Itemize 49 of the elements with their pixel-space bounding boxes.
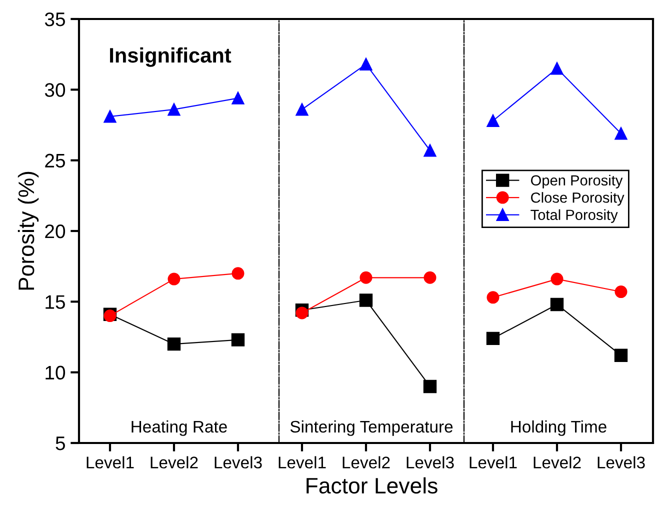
point [231,333,245,346]
legend-label: Total Porosity [530,209,618,223]
point [360,271,372,284]
point [168,103,180,116]
point [486,291,500,304]
annotation: Insignificant [110,47,232,67]
x-tick-label: Level1 [470,456,517,468]
annotation: Sintering Temperature [290,420,453,436]
y-tick-label: 25 [45,154,65,168]
point [296,103,308,116]
point [423,380,437,394]
point [550,298,564,312]
x-tick-label: Level3 [214,456,262,468]
legend-label: Close Porosity [531,192,624,206]
point [486,332,500,346]
point [424,271,436,284]
point [104,110,116,123]
point [232,267,244,280]
legend-label: Open Porosity [531,174,623,188]
point [296,306,308,320]
point [614,127,628,140]
annotation: Heating Rate [132,420,227,436]
point [550,272,564,286]
y-tick-label: 10 [46,366,66,380]
x-tick-label: Level2 [150,456,198,468]
x-tick-label: Level1 [86,456,134,468]
y-tick-label: 15 [46,295,65,309]
annotation: Holding Time [511,420,606,436]
point [167,337,181,351]
point [614,286,628,298]
x-tick-label: Level2 [534,456,581,468]
x-tick-label: Level2 [342,456,390,468]
x-tick-label: Level3 [598,456,645,468]
point [424,144,436,157]
x-tick-label: Level1 [278,456,326,468]
point [550,62,564,75]
point [614,348,628,362]
y-axis-title: Porosity (%) [18,172,39,290]
x-axis-title: Factor Levels [306,477,438,494]
point [486,114,500,128]
point [360,58,372,70]
x-tick-label: Level3 [406,456,454,468]
point [232,92,244,104]
y-tick-label: 30 [44,83,66,97]
y-tick-label: 20 [45,224,66,238]
point [168,272,180,286]
y-tick-label: 35 [44,12,65,26]
y-tick-label: 5 [56,436,65,450]
point [359,294,373,307]
